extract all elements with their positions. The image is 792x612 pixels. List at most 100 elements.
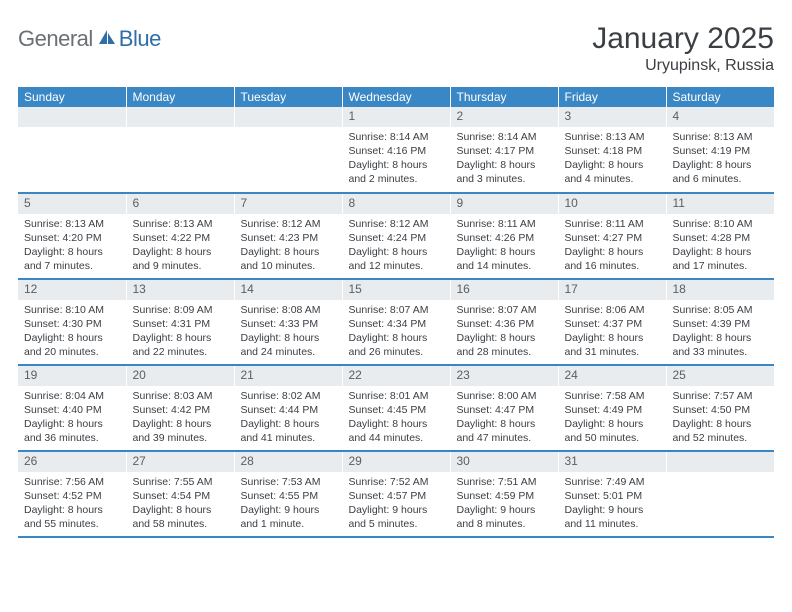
day-number: 2: [451, 107, 558, 127]
calendar-cell: 9Sunrise: 8:11 AMSunset: 4:26 PMDaylight…: [450, 193, 558, 279]
day-number: 26: [18, 452, 126, 472]
calendar-cell: 26Sunrise: 7:56 AMSunset: 4:52 PMDayligh…: [18, 451, 126, 537]
day-detail: Sunrise: 8:12 AMSunset: 4:24 PMDaylight:…: [343, 214, 450, 278]
calendar-cell: [18, 107, 126, 193]
calendar-cell: 14Sunrise: 8:08 AMSunset: 4:33 PMDayligh…: [234, 279, 342, 365]
day-detail: Sunrise: 8:03 AMSunset: 4:42 PMDaylight:…: [127, 386, 234, 450]
day-detail: Sunrise: 8:10 AMSunset: 4:28 PMDaylight:…: [667, 214, 775, 278]
day-detail: Sunrise: 8:04 AMSunset: 4:40 PMDaylight:…: [18, 386, 126, 450]
day-detail: Sunrise: 8:07 AMSunset: 4:36 PMDaylight:…: [451, 300, 558, 364]
calendar-cell: 20Sunrise: 8:03 AMSunset: 4:42 PMDayligh…: [126, 365, 234, 451]
day-number: 4: [667, 107, 775, 127]
header: General Blue January 2025 Uryupinsk, Rus…: [18, 22, 774, 75]
calendar-cell: 21Sunrise: 8:02 AMSunset: 4:44 PMDayligh…: [234, 365, 342, 451]
calendar-cell: 6Sunrise: 8:13 AMSunset: 4:22 PMDaylight…: [126, 193, 234, 279]
calendar-body: 1Sunrise: 8:14 AMSunset: 4:16 PMDaylight…: [18, 107, 774, 537]
day-number: 25: [667, 366, 775, 386]
day-number: 12: [18, 280, 126, 300]
calendar-cell: 31Sunrise: 7:49 AMSunset: 5:01 PMDayligh…: [558, 451, 666, 537]
calendar-cell: 17Sunrise: 8:06 AMSunset: 4:37 PMDayligh…: [558, 279, 666, 365]
location-label: Uryupinsk, Russia: [592, 57, 774, 75]
day-detail: Sunrise: 8:10 AMSunset: 4:30 PMDaylight:…: [18, 300, 126, 364]
day-number: 22: [343, 366, 450, 386]
calendar-cell: 29Sunrise: 7:52 AMSunset: 4:57 PMDayligh…: [342, 451, 450, 537]
calendar-cell: 13Sunrise: 8:09 AMSunset: 4:31 PMDayligh…: [126, 279, 234, 365]
calendar-row: 1Sunrise: 8:14 AMSunset: 4:16 PMDaylight…: [18, 107, 774, 193]
day-number: 7: [235, 194, 342, 214]
day-detail: Sunrise: 8:11 AMSunset: 4:27 PMDaylight:…: [559, 214, 666, 278]
empty-day-number: [18, 107, 126, 127]
calendar-cell: 15Sunrise: 8:07 AMSunset: 4:34 PMDayligh…: [342, 279, 450, 365]
day-detail: Sunrise: 7:51 AMSunset: 4:59 PMDaylight:…: [451, 472, 558, 536]
calendar-cell: 30Sunrise: 7:51 AMSunset: 4:59 PMDayligh…: [450, 451, 558, 537]
day-detail: Sunrise: 8:12 AMSunset: 4:23 PMDaylight:…: [235, 214, 342, 278]
day-number: 24: [559, 366, 666, 386]
day-number: 30: [451, 452, 558, 472]
day-detail: Sunrise: 7:56 AMSunset: 4:52 PMDaylight:…: [18, 472, 126, 536]
calendar-cell: 16Sunrise: 8:07 AMSunset: 4:36 PMDayligh…: [450, 279, 558, 365]
calendar-cell: [126, 107, 234, 193]
day-detail: Sunrise: 8:02 AMSunset: 4:44 PMDaylight:…: [235, 386, 342, 450]
calendar-row: 12Sunrise: 8:10 AMSunset: 4:30 PMDayligh…: [18, 279, 774, 365]
calendar-row: 19Sunrise: 8:04 AMSunset: 4:40 PMDayligh…: [18, 365, 774, 451]
day-detail: Sunrise: 8:06 AMSunset: 4:37 PMDaylight:…: [559, 300, 666, 364]
calendar-cell: 23Sunrise: 8:00 AMSunset: 4:47 PMDayligh…: [450, 365, 558, 451]
logo: General Blue: [18, 22, 161, 52]
weekday-header: Tuesday: [234, 87, 342, 107]
day-detail: Sunrise: 8:11 AMSunset: 4:26 PMDaylight:…: [451, 214, 558, 278]
day-detail: Sunrise: 7:52 AMSunset: 4:57 PMDaylight:…: [343, 472, 450, 536]
calendar-cell: 19Sunrise: 8:04 AMSunset: 4:40 PMDayligh…: [18, 365, 126, 451]
calendar-cell: 5Sunrise: 8:13 AMSunset: 4:20 PMDaylight…: [18, 193, 126, 279]
day-number: 10: [559, 194, 666, 214]
calendar-cell: 18Sunrise: 8:05 AMSunset: 4:39 PMDayligh…: [666, 279, 774, 365]
day-detail: Sunrise: 7:53 AMSunset: 4:55 PMDaylight:…: [235, 472, 342, 536]
calendar-cell: [666, 451, 774, 537]
day-number: 16: [451, 280, 558, 300]
weekday-header: Wednesday: [342, 87, 450, 107]
calendar-cell: 27Sunrise: 7:55 AMSunset: 4:54 PMDayligh…: [126, 451, 234, 537]
calendar-cell: 24Sunrise: 7:58 AMSunset: 4:49 PMDayligh…: [558, 365, 666, 451]
empty-day-number: [667, 452, 775, 472]
calendar-cell: [234, 107, 342, 193]
day-detail: Sunrise: 7:55 AMSunset: 4:54 PMDaylight:…: [127, 472, 234, 536]
calendar-cell: 7Sunrise: 8:12 AMSunset: 4:23 PMDaylight…: [234, 193, 342, 279]
calendar-cell: 2Sunrise: 8:14 AMSunset: 4:17 PMDaylight…: [450, 107, 558, 193]
weekday-header: Thursday: [450, 87, 558, 107]
calendar-row: 5Sunrise: 8:13 AMSunset: 4:20 PMDaylight…: [18, 193, 774, 279]
day-detail: Sunrise: 8:00 AMSunset: 4:47 PMDaylight:…: [451, 386, 558, 450]
day-detail: Sunrise: 7:58 AMSunset: 4:49 PMDaylight:…: [559, 386, 666, 450]
day-number: 15: [343, 280, 450, 300]
day-number: 23: [451, 366, 558, 386]
day-detail: Sunrise: 8:14 AMSunset: 4:17 PMDaylight:…: [451, 127, 558, 191]
day-number: 3: [559, 107, 666, 127]
calendar-cell: 8Sunrise: 8:12 AMSunset: 4:24 PMDaylight…: [342, 193, 450, 279]
calendar-cell: 11Sunrise: 8:10 AMSunset: 4:28 PMDayligh…: [666, 193, 774, 279]
day-detail: Sunrise: 8:13 AMSunset: 4:22 PMDaylight:…: [127, 214, 234, 278]
day-number: 20: [127, 366, 234, 386]
weekday-header: Monday: [126, 87, 234, 107]
calendar-cell: 25Sunrise: 7:57 AMSunset: 4:50 PMDayligh…: [666, 365, 774, 451]
weekday-header: Friday: [558, 87, 666, 107]
day-number: 21: [235, 366, 342, 386]
weekday-header: Sunday: [18, 87, 126, 107]
day-number: 1: [343, 107, 450, 127]
day-number: 18: [667, 280, 775, 300]
empty-day-number: [127, 107, 234, 127]
calendar-cell: 3Sunrise: 8:13 AMSunset: 4:18 PMDaylight…: [558, 107, 666, 193]
day-detail: Sunrise: 8:08 AMSunset: 4:33 PMDaylight:…: [235, 300, 342, 364]
calendar-cell: 10Sunrise: 8:11 AMSunset: 4:27 PMDayligh…: [558, 193, 666, 279]
day-number: 28: [235, 452, 342, 472]
calendar-cell: 12Sunrise: 8:10 AMSunset: 4:30 PMDayligh…: [18, 279, 126, 365]
day-number: 19: [18, 366, 126, 386]
day-detail: Sunrise: 8:01 AMSunset: 4:45 PMDaylight:…: [343, 386, 450, 450]
day-number: 8: [343, 194, 450, 214]
logo-text-general: General: [18, 26, 93, 52]
day-number: 31: [559, 452, 666, 472]
calendar-cell: 1Sunrise: 8:14 AMSunset: 4:16 PMDaylight…: [342, 107, 450, 193]
title-block: January 2025 Uryupinsk, Russia: [592, 22, 774, 75]
day-number: 6: [127, 194, 234, 214]
weekday-header: Saturday: [666, 87, 774, 107]
day-number: 5: [18, 194, 126, 214]
day-detail: Sunrise: 7:57 AMSunset: 4:50 PMDaylight:…: [667, 386, 775, 450]
day-number: 27: [127, 452, 234, 472]
